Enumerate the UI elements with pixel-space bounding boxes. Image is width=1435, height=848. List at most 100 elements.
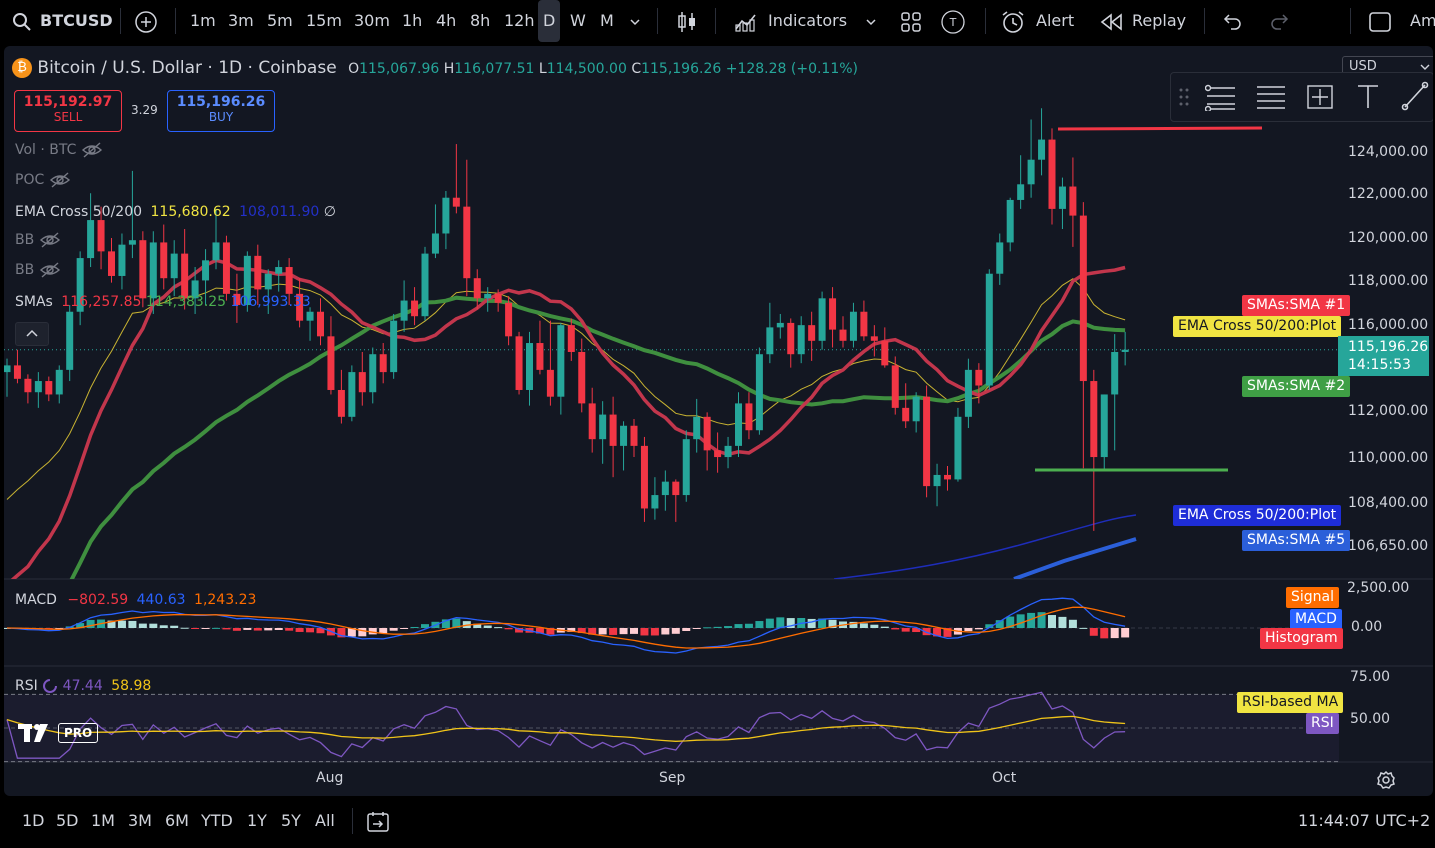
macd-histogram-bar [703,627,712,629]
range-all[interactable]: All [315,811,335,830]
chevron-down-icon[interactable] [864,0,878,42]
candle-body [599,414,607,440]
candle-body [1058,186,1066,209]
poc-legend[interactable]: POC [15,172,71,188]
candle-body [118,244,126,276]
interval-5m[interactable]: 5m [267,11,293,30]
account-menu-label[interactable]: Am [1410,11,1435,30]
undo-icon[interactable] [1222,0,1242,42]
chart-canvas[interactable] [4,46,1433,796]
candle-body [975,369,983,386]
top-toolbar: BTCUSD 1m 3m 5m 15m 30m 1h 4h 8h 12h D W M Indicato… [0,0,1435,44]
eye-off-icon[interactable] [49,172,71,188]
replay-button[interactable]: Replay [1132,11,1187,30]
clock-label[interactable]: 11:44:07 UTC+2 [1298,811,1431,830]
bollinger-legend-1[interactable]: BB [15,232,61,248]
candle-body [285,267,293,294]
interval-30m[interactable]: 30m [354,11,390,30]
candle-body [1079,215,1087,382]
interval-1m[interactable]: 1m [190,11,216,30]
sell-label: SELL [53,110,83,124]
indicators-button[interactable]: Indicators [768,11,848,30]
candle-body [546,369,554,397]
candle-body [1100,394,1108,458]
candle-body [567,325,575,352]
range-5y[interactable]: 5Y [281,811,301,830]
chevron-down-icon[interactable] [628,0,642,42]
rsi-line [6,691,1126,759]
symbol-name[interactable]: BTCUSD [40,11,113,30]
interval-w[interactable]: W [570,11,586,30]
range-5d[interactable]: 5D [56,811,79,830]
macd-histogram-bar [943,628,952,637]
candle-body [400,300,408,321]
buy-button[interactable]: 115,196.26 BUY [167,90,275,132]
range-3m[interactable]: 3M [128,811,152,830]
symbol-legend[interactable]: ₿ Bitcoin / U.S. Dollar · 1D · Coinbase … [12,58,858,78]
ema-cross-legend[interactable]: EMA Cross 50/200 115,680.62 108,011.90 ∅ [15,204,336,220]
macd-histogram-bar [880,626,889,628]
fib-tool-icon[interactable] [1204,83,1237,115]
macd-histogram-bar [170,625,179,628]
interval-3m[interactable]: 3m [228,11,254,30]
templates-icon[interactable]: T [940,0,966,42]
symbol-search-icon[interactable] [12,0,32,42]
interval-15m[interactable]: 15m [306,11,342,30]
eye-off-icon[interactable] [81,142,103,158]
go-to-date-icon[interactable] [366,798,390,844]
candle-body [578,351,586,404]
interval-m[interactable]: M [600,11,614,30]
candle-body [588,403,596,440]
range-6m[interactable]: 6M [165,811,189,830]
smas-legend[interactable]: SMAs 116,257.85 114,383.25 106,993.33 [15,294,311,310]
add-symbol-icon[interactable] [134,0,158,42]
interval-1h[interactable]: 1h [402,11,423,30]
range-1m[interactable]: 1M [91,811,115,830]
eye-off-icon[interactable] [39,262,61,278]
candle-body [264,273,272,290]
interval-d[interactable]: D [538,0,561,42]
interval-4h[interactable]: 4h [436,11,457,30]
time-axis-label: Sep [659,770,686,786]
volume-legend[interactable]: Vol · BTC [15,142,103,158]
chart-panel[interactable]: ₿ Bitcoin / U.S. Dollar · 1D · Coinbase … [4,46,1433,796]
range-ytd[interactable]: YTD [201,811,233,830]
measure-tool-icon[interactable] [1305,83,1335,115]
sell-button[interactable]: 115,192.97 SELL [14,90,122,132]
text-tool-icon[interactable] [1355,81,1381,115]
layouts-icon[interactable] [900,0,922,42]
collapse-legend-button[interactable] [15,322,49,346]
tradingview-logo[interactable]: PRO [18,722,99,748]
fullscreen-icon[interactable] [1368,0,1392,42]
redo-icon[interactable] [1270,0,1290,42]
macd-histogram-bar [306,628,315,633]
alarm-clock-icon[interactable] [1000,0,1026,42]
parallel-lines-icon[interactable] [1255,83,1287,115]
candle-body [390,320,398,373]
alert-button[interactable]: Alert [1036,11,1075,30]
chart-settings-icon[interactable] [1376,770,1396,794]
range-1d[interactable]: 1D [22,811,45,830]
macd-legend[interactable]: MACD −802.59 440.63 1,243.23 [15,592,257,608]
macd-histogram-bar [995,620,1004,628]
eye-off-icon[interactable] [39,232,61,248]
sma2-tag: SMAs:SMA #2 [1242,376,1351,397]
interval-12h[interactable]: 12h [504,11,535,30]
rewind-icon[interactable] [1100,0,1124,42]
candles-icon[interactable] [676,0,698,42]
macd-histogram-bar [776,617,785,628]
macd-histogram-bar [598,628,607,635]
macd-histogram-bar [901,628,910,632]
candle-body [902,407,910,422]
signal-line [6,606,1126,649]
indicators-icon[interactable] [734,0,758,42]
candle-body [526,343,533,390]
drag-handle-icon[interactable] [1179,87,1189,111]
macd-histogram-bar [933,628,942,637]
range-1y[interactable]: 1Y [247,811,267,830]
macd-histogram-bar [222,628,231,630]
brush-tool-icon[interactable] [1401,81,1429,115]
bollinger-legend-2[interactable]: BB [15,262,61,278]
rsi-legend[interactable]: RSI 47.44 58.98 [15,678,152,694]
interval-8h[interactable]: 8h [470,11,491,30]
